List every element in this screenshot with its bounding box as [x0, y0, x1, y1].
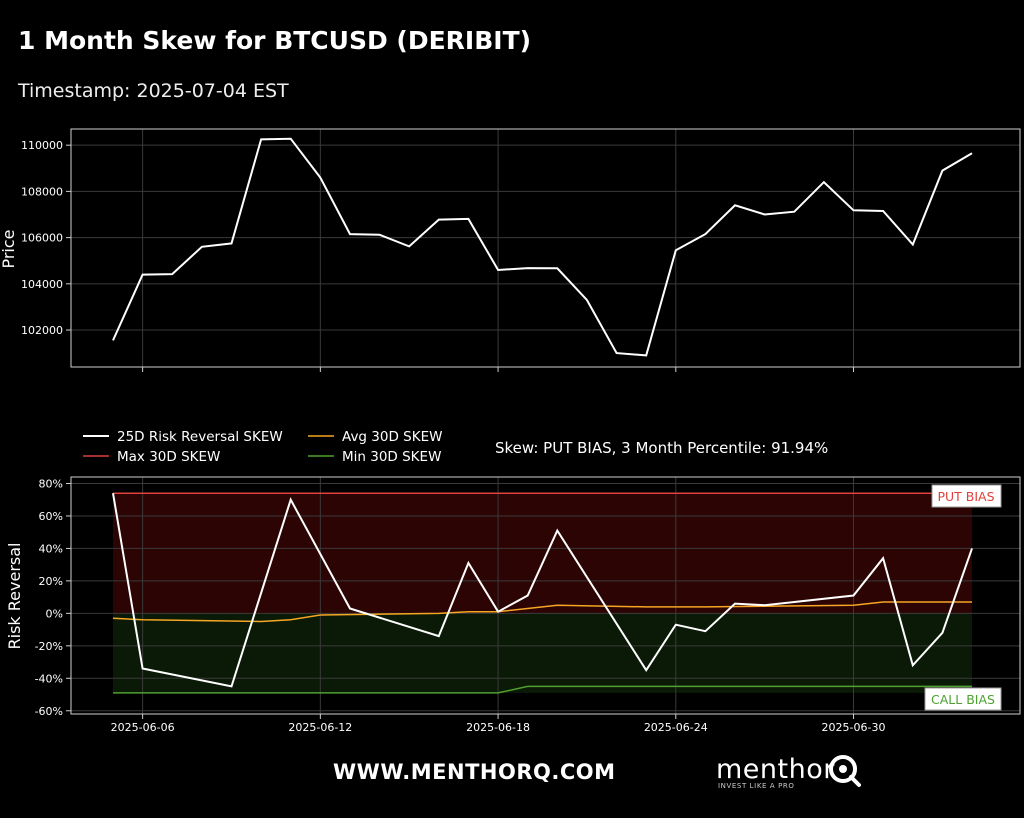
- price-x-ticks: [142, 367, 855, 372]
- legend-avg-label: Avg 30D SKEW: [342, 429, 442, 445]
- logo-wordmark: menthor: [716, 754, 835, 785]
- legend-min-label: Min 30D SKEW: [342, 449, 441, 465]
- put-bias-box: PUT BIAS: [931, 484, 1002, 508]
- skew-y-tick-label: -20%: [35, 640, 63, 653]
- skew-y-tick-label: 20%: [39, 575, 63, 588]
- skew-x-tick-label: 2025-06-12: [288, 721, 352, 734]
- legend-rr-label: 25D Risk Reversal SKEW: [117, 429, 283, 445]
- call-bias-zone: [113, 613, 972, 693]
- skew-y-tick-label: 0%: [46, 607, 63, 620]
- chart-timestamp: Timestamp: 2025-07-04 EST: [18, 80, 289, 102]
- price-gridlines: [71, 129, 1020, 367]
- price-y-tick-label: 108000: [21, 185, 63, 198]
- avg-30d-skew-line: [112, 601, 972, 623]
- legend-max-label: Max 30D SKEW: [117, 449, 220, 465]
- price-y-tick-label: 104000: [21, 278, 63, 291]
- skew-x-tick-label: 2025-06-30: [822, 721, 886, 734]
- skew-y-tick-label: -60%: [35, 705, 63, 718]
- skew-axes-frame: [70, 476, 1021, 715]
- price-series-line: [112, 137, 973, 357]
- call-bias-box: CALL BIAS: [924, 687, 1002, 711]
- skew-y-ticks: -60% -40% -20% 0% 20% 40% 60% 80%: [35, 477, 71, 718]
- skew-y-axis-label: Risk Reversal: [5, 543, 24, 650]
- min-30d-skew-line: [113, 685, 972, 694]
- skew-x-tick-label: 2025-06-18: [466, 721, 530, 734]
- skew-x-tick-label: 2025-06-06: [111, 721, 175, 734]
- skew-x-ticks: 2025-06-06 2025-06-12 2025-06-18 2025-06-24…: [111, 714, 886, 734]
- put-bias-label: PUT BIAS: [937, 489, 994, 504]
- price-y-tick-label: 106000: [21, 232, 63, 245]
- price-y-ticks: 102000 104000 106000 108000 110000: [21, 139, 71, 337]
- skew-y-tick-label: 40%: [39, 542, 63, 555]
- chart-title: 1 Month Skew for BTCUSD (DERIBIT): [18, 26, 532, 55]
- skew-y-tick-label: 60%: [39, 510, 63, 523]
- price-y-axis-label: Price: [0, 229, 18, 268]
- call-bias-label: CALL BIAS: [931, 692, 995, 707]
- skew-y-tick-label: 80%: [39, 477, 63, 490]
- logo-tagline: INVEST LIKE A PRO: [718, 782, 795, 790]
- price-y-tick-label: 102000: [21, 324, 63, 337]
- put-bias-zone: [113, 493, 972, 614]
- q-logo-icon: [829, 755, 861, 787]
- skew-legend: 25D Risk Reversal SKEW Max 30D SKEW Avg …: [83, 429, 442, 465]
- price-y-tick-label: 110000: [21, 139, 63, 152]
- price-axes-frame: [70, 128, 1021, 368]
- skew-x-tick-label: 2025-06-24: [644, 721, 708, 734]
- skew-y-tick-label: -40%: [35, 672, 63, 685]
- skew-percentile-annotation: Skew: PUT BIAS, 3 Month Percentile: 91.9…: [495, 439, 828, 457]
- menthorq-logo: menthor INVEST LIKE A PRO: [716, 754, 861, 790]
- footer-website-url[interactable]: WWW.MENTHORQ.COM: [333, 760, 616, 784]
- risk-reversal-skew-line: [112, 493, 973, 688]
- skew-gridlines: [71, 477, 1020, 714]
